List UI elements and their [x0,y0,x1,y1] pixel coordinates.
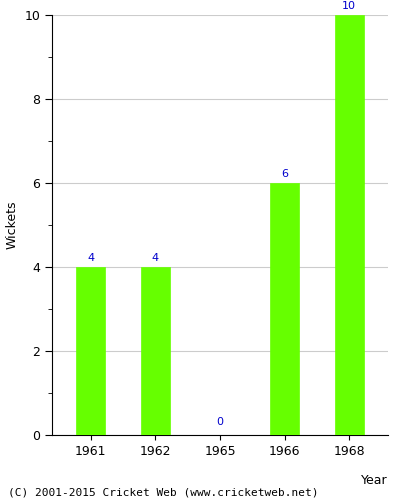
Text: 0: 0 [216,416,224,426]
Text: 6: 6 [281,169,288,179]
Text: 10: 10 [342,1,356,11]
Text: 4: 4 [152,253,159,263]
Text: (C) 2001-2015 Cricket Web (www.cricketweb.net): (C) 2001-2015 Cricket Web (www.cricketwe… [8,488,318,498]
Bar [141,267,170,435]
Bar [76,267,105,435]
Text: 4: 4 [87,253,94,263]
Text: Year: Year [361,474,388,487]
Bar [335,15,364,435]
Y-axis label: Wickets: Wickets [6,200,19,249]
Bar [270,183,299,435]
